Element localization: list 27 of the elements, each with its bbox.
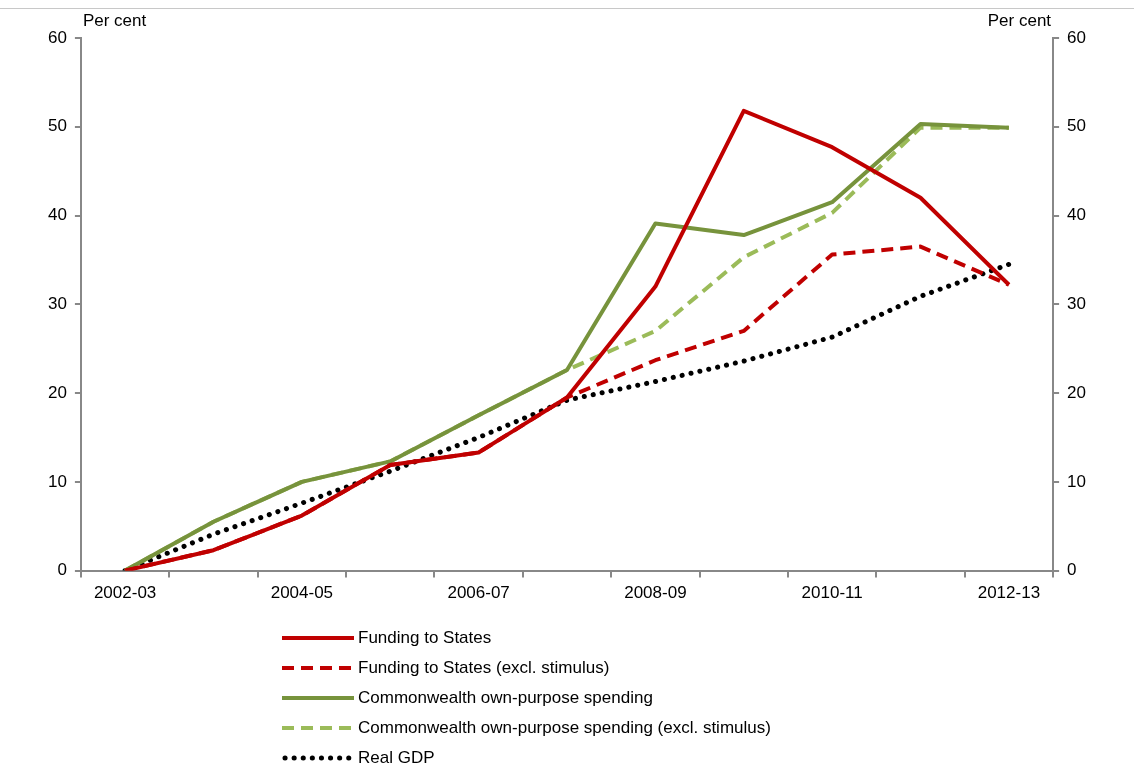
y-tick-label: 0 (57, 560, 67, 580)
legend-label: Commonwealth own-purpose spending (excl. stimulus) (358, 718, 771, 738)
x-tick-label: 2012-13 (977, 583, 1041, 603)
y2-tick-label: 50 (1067, 116, 1087, 136)
x-tick-label: 2008-09 (624, 583, 687, 603)
y2-tick-label: 60 (1067, 27, 1087, 47)
x-tick-label: 2004-05 (270, 583, 334, 603)
x-tick-label: 2010-11 (801, 583, 863, 603)
legend-label: Funding to States (excl. stimulus) (358, 658, 610, 678)
legend-label: Commonwealth own-purpose spending (358, 688, 653, 708)
y2-tick-label: 20 (1067, 382, 1087, 402)
y-tick-label: 10 (47, 471, 67, 491)
y2-tick-label: 0 (1067, 560, 1077, 580)
y2-tick-label: 10 (1067, 471, 1087, 491)
x-tick-label: 2006-07 (447, 583, 510, 603)
y2-tick-label: 30 (1067, 293, 1087, 313)
y2-axis-title: Per cent (987, 11, 1052, 31)
y-tick-label: 60 (47, 27, 67, 47)
y-axis-title: Per cent (82, 11, 147, 31)
y-tick-label: 30 (47, 293, 67, 313)
y-tick-label: 40 (47, 205, 67, 225)
y-tick-label: 50 (47, 116, 67, 136)
legend-label: Funding to States (358, 628, 492, 648)
legend-label: Real GDP (358, 748, 435, 768)
y2-tick-label: 40 (1067, 205, 1087, 225)
y-tick-label: 20 (47, 382, 67, 402)
x-tick-label: 2002-03 (93, 583, 157, 603)
